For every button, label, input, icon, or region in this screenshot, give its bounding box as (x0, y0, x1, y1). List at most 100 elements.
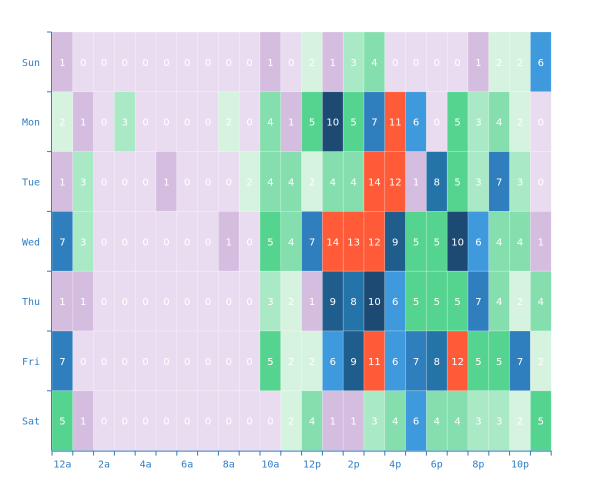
y-tick-label: Wed (22, 237, 40, 248)
cell-value-label: 4 (267, 178, 273, 189)
cell-value-label: 10 (326, 118, 339, 129)
cell-value-label: 0 (122, 357, 128, 368)
cell-value-label: 13 (347, 237, 360, 248)
cell-value-label: 0 (205, 357, 211, 368)
cell-value-label: 0 (454, 58, 460, 69)
cell-value-label: 7 (309, 237, 315, 248)
cell-value-label: 3 (517, 178, 523, 189)
cell-value-label: 0 (163, 237, 169, 248)
cell-value-label: 0 (142, 178, 148, 189)
cell-value-label: 9 (330, 297, 336, 308)
cell-value-label: 0 (538, 178, 544, 189)
cell-value-label: 4 (309, 417, 315, 428)
cell-value-label: 1 (350, 417, 356, 428)
cell-value-label: 4 (350, 178, 356, 189)
cell-value-label: 4 (454, 417, 460, 428)
cell-value-label: 6 (392, 357, 398, 368)
cell-value-label: 2 (288, 357, 294, 368)
cell-value-label: 0 (226, 178, 232, 189)
cell-value-label: 6 (475, 237, 481, 248)
cell-value-label: 1 (80, 417, 86, 428)
cell-value-label: 0 (163, 297, 169, 308)
cell-value-label: 4 (330, 178, 336, 189)
cell-value-label: 1 (475, 58, 481, 69)
cell-value-label: 0 (101, 178, 107, 189)
cell-value-label: 12 (451, 357, 464, 368)
cell-value-label: 4 (267, 118, 273, 129)
cell-value-label: 4 (434, 417, 440, 428)
x-tick-label: 10a (261, 460, 279, 471)
cell-value-label: 5 (267, 357, 273, 368)
cell-value-label: 5 (454, 297, 460, 308)
cell-value-label: 2 (517, 58, 523, 69)
cell-value-label: 9 (350, 357, 356, 368)
cell-value-label: 14 (326, 237, 339, 248)
cell-value-label: 8 (434, 357, 440, 368)
cell-value-label: 2 (288, 417, 294, 428)
heatmap-cell-sat-11p (530, 390, 552, 451)
cell-value-label: 7 (59, 237, 65, 248)
cell-value-label: 2 (309, 178, 315, 189)
cell-value-label: 0 (288, 58, 294, 69)
cell-value-label: 0 (122, 58, 128, 69)
y-tick-label: Mon (22, 118, 40, 129)
cell-value-label: 0 (101, 237, 107, 248)
cell-value-label: 0 (163, 417, 169, 428)
cell-value-label: 1 (59, 58, 65, 69)
cell-value-label: 0 (101, 118, 107, 129)
cell-value-label: 5 (538, 417, 544, 428)
cell-value-label: 2 (226, 118, 232, 129)
cell-value-label: 1 (309, 297, 315, 308)
cell-value-label: 0 (246, 58, 252, 69)
cell-value-label: 0 (205, 237, 211, 248)
cell-value-label: 2 (309, 357, 315, 368)
cell-value-label: 5 (475, 357, 481, 368)
cell-value-label: 4 (392, 417, 398, 428)
cell-value-label: 0 (226, 297, 232, 308)
cell-value-label: 7 (496, 178, 502, 189)
cell-value-label: 0 (184, 58, 190, 69)
heatmap-cell-wed-11p (530, 211, 552, 272)
cell-value-label: 2 (517, 417, 523, 428)
cell-value-label: 5 (59, 417, 65, 428)
cell-value-label: 0 (184, 118, 190, 129)
heatmap-cell-wed-9p (488, 211, 510, 272)
cell-value-label: 7 (413, 357, 419, 368)
cell-value-label: 0 (101, 58, 107, 69)
x-tick-label: 6p (431, 460, 443, 471)
cell-value-label: 5 (454, 118, 460, 129)
cell-value-label: 1 (59, 297, 65, 308)
y-tick-label: Thu (22, 297, 40, 308)
cell-value-label: 4 (496, 297, 502, 308)
cell-value-label: 0 (538, 118, 544, 129)
cell-value-label: 1 (163, 178, 169, 189)
cell-value-label: 2 (517, 297, 523, 308)
x-axis: 12a 2a 4a 6a 8a 10a 12p 2p 4p 6p 8p 10p (51, 450, 552, 471)
cell-value-label: 0 (122, 178, 128, 189)
cell-value-label: 7 (59, 357, 65, 368)
x-tick-label: 4p (389, 460, 401, 471)
cell-value-label: 3 (267, 297, 273, 308)
cell-value-label: 2 (309, 58, 315, 69)
cell-value-label: 0 (392, 58, 398, 69)
cell-value-label: 0 (101, 357, 107, 368)
heatmap-cell-sat-9p (488, 390, 510, 451)
cell-value-label: 0 (226, 417, 232, 428)
cell-value-label: 0 (122, 417, 128, 428)
cell-value-label: 4 (371, 58, 377, 69)
cell-value-label: 0 (246, 237, 252, 248)
heatmap-cell-sat-1p (322, 390, 344, 451)
cell-value-label: 2 (517, 118, 523, 129)
cell-value-label: 5 (496, 357, 502, 368)
cell-value-label: 0 (163, 118, 169, 129)
cell-value-label: 4 (517, 237, 523, 248)
cell-value-label: 0 (163, 357, 169, 368)
cell-value-label: 6 (392, 297, 398, 308)
cell-value-label: 0 (205, 417, 211, 428)
cell-value-label: 0 (246, 417, 252, 428)
cell-value-label: 1 (538, 237, 544, 248)
cell-value-label: 4 (288, 237, 294, 248)
cell-value-label: 0 (246, 357, 252, 368)
heatmap-cell-sat-2a (93, 390, 115, 451)
cell-value-label: 0 (434, 118, 440, 129)
